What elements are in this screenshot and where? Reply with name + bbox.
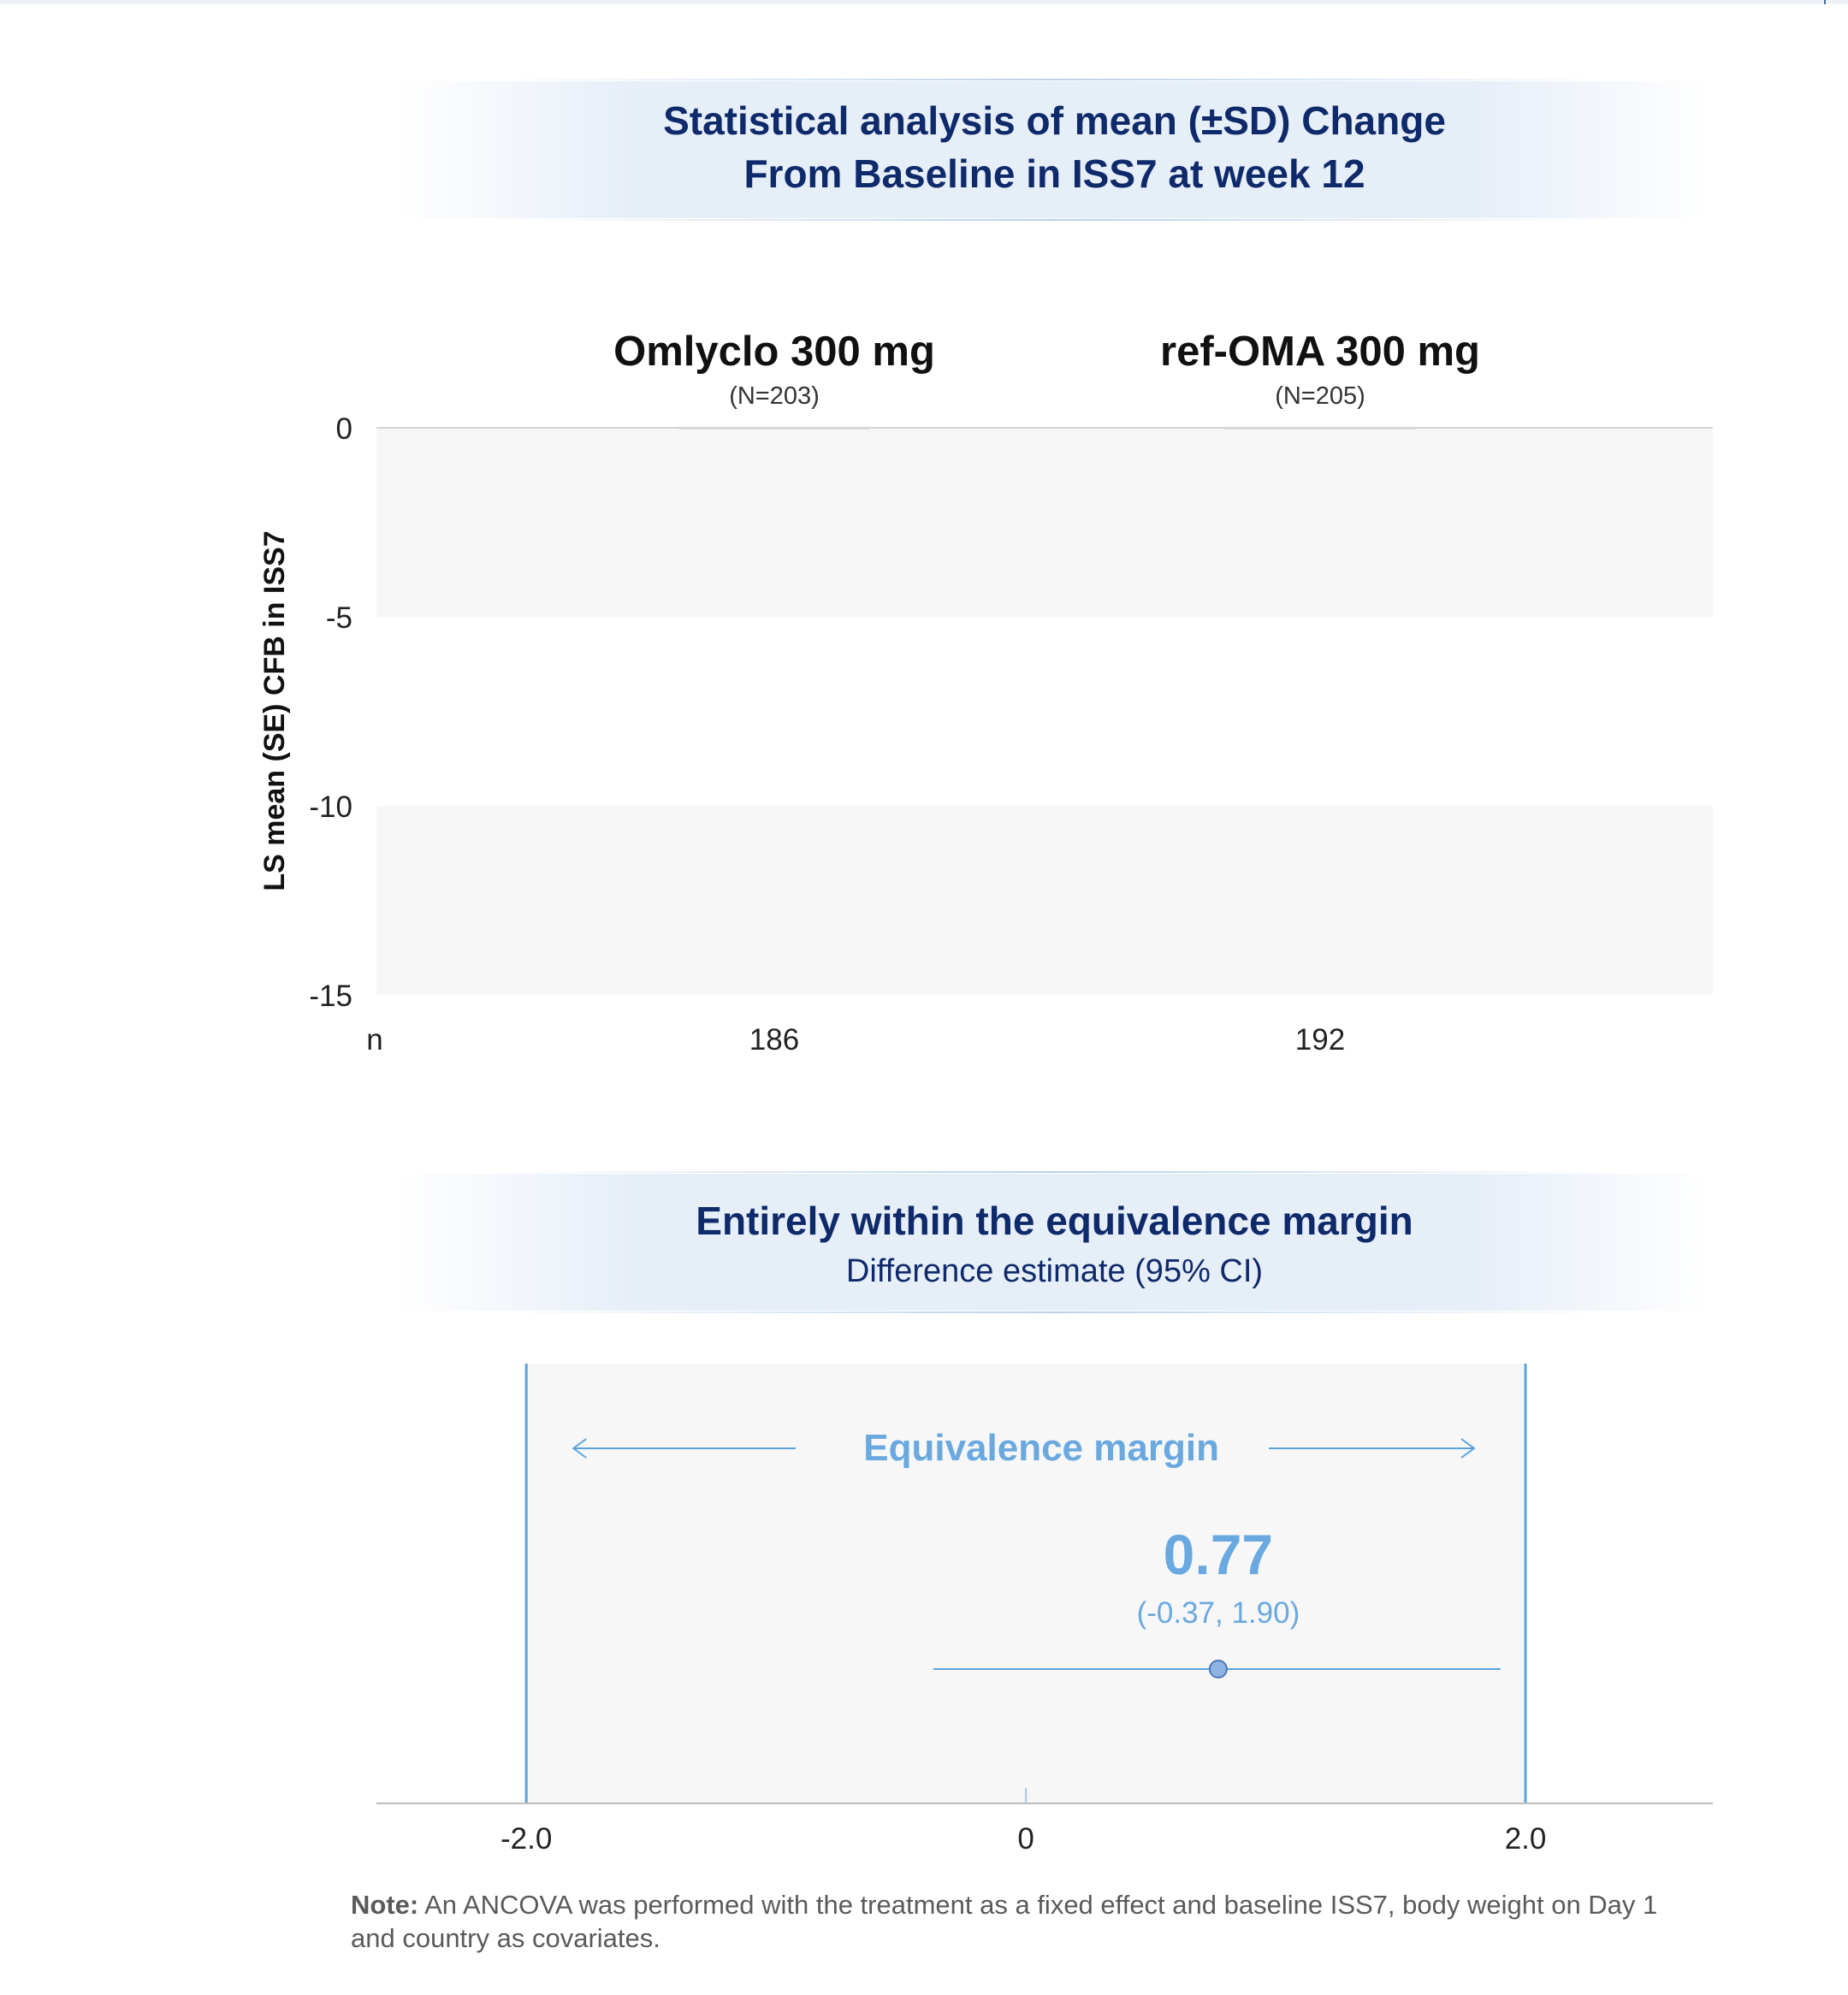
equivalence-subtitle: Difference estimate (95% CI) bbox=[845, 1253, 1264, 1289]
category-n-total: (N=205) bbox=[1275, 382, 1365, 410]
grid-band bbox=[376, 428, 1713, 617]
bar bbox=[1224, 428, 1416, 429]
arrow-right-head bbox=[1460, 1438, 1476, 1459]
chart-title-banner: Statistical analysis of mean (±SD) Chang… bbox=[398, 79, 1711, 221]
top-border bbox=[0, 0, 1848, 4]
estimate-point bbox=[1208, 1660, 1228, 1678]
n-value: 192 bbox=[1295, 1023, 1345, 1057]
equivalence-region bbox=[526, 1364, 1526, 1803]
footnote-text: An ANCOVA was performed with the treatme… bbox=[351, 1890, 1658, 1953]
y-axis-label: LS mean (SE) CFB in ISS7 bbox=[258, 530, 291, 891]
category-n-total: (N=203) bbox=[729, 382, 820, 410]
footnote-label: Note: bbox=[351, 1890, 419, 1920]
category-label: Omlyclo 300 mg bbox=[613, 329, 935, 375]
bar-chart: 0 -5 -10 -15 LS mean (SE) CFB in ISS7 Omlyclo… bbox=[258, 329, 1713, 1057]
x-tick-label: 2.0 bbox=[1505, 1822, 1547, 1856]
y-tick-label: -5 bbox=[326, 601, 352, 635]
equivalence-plot: -2.0 0 2.0 Equivalence margin 0.77 (-0.37, 1.… bbox=[376, 1364, 1713, 1856]
x-tick-label: 0 bbox=[1017, 1822, 1034, 1856]
x-tick-label: -2.0 bbox=[500, 1822, 552, 1856]
y-tick-label: -15 bbox=[309, 980, 352, 1013]
grid-band bbox=[376, 806, 1713, 995]
chart-title: Statistical analysis of mean (±SD) Chang… bbox=[663, 98, 1446, 196]
bar bbox=[678, 428, 870, 429]
y-tick-label: -10 bbox=[309, 790, 352, 824]
margin-label: Equivalence margin bbox=[863, 1427, 1219, 1469]
equivalence-title: Entirely within the equivalence margin bbox=[696, 1199, 1413, 1243]
arrow-left-head bbox=[572, 1438, 587, 1459]
y-tick-label: 0 bbox=[336, 412, 352, 446]
top-border-marker bbox=[1824, 0, 1826, 4]
category-label: ref-OMA 300 mg bbox=[1160, 329, 1480, 375]
footnote: Note: An ANCOVA was performed with the t… bbox=[351, 1888, 1685, 1955]
equivalence-title-banner: Entirely within the equivalence margin D… bbox=[398, 1171, 1711, 1313]
n-value: 186 bbox=[749, 1023, 799, 1057]
estimate-value: 0.77 bbox=[1164, 1523, 1273, 1586]
ci-label: (-0.37, 1.90) bbox=[1137, 1596, 1300, 1630]
n-row-label: n bbox=[366, 1023, 382, 1057]
